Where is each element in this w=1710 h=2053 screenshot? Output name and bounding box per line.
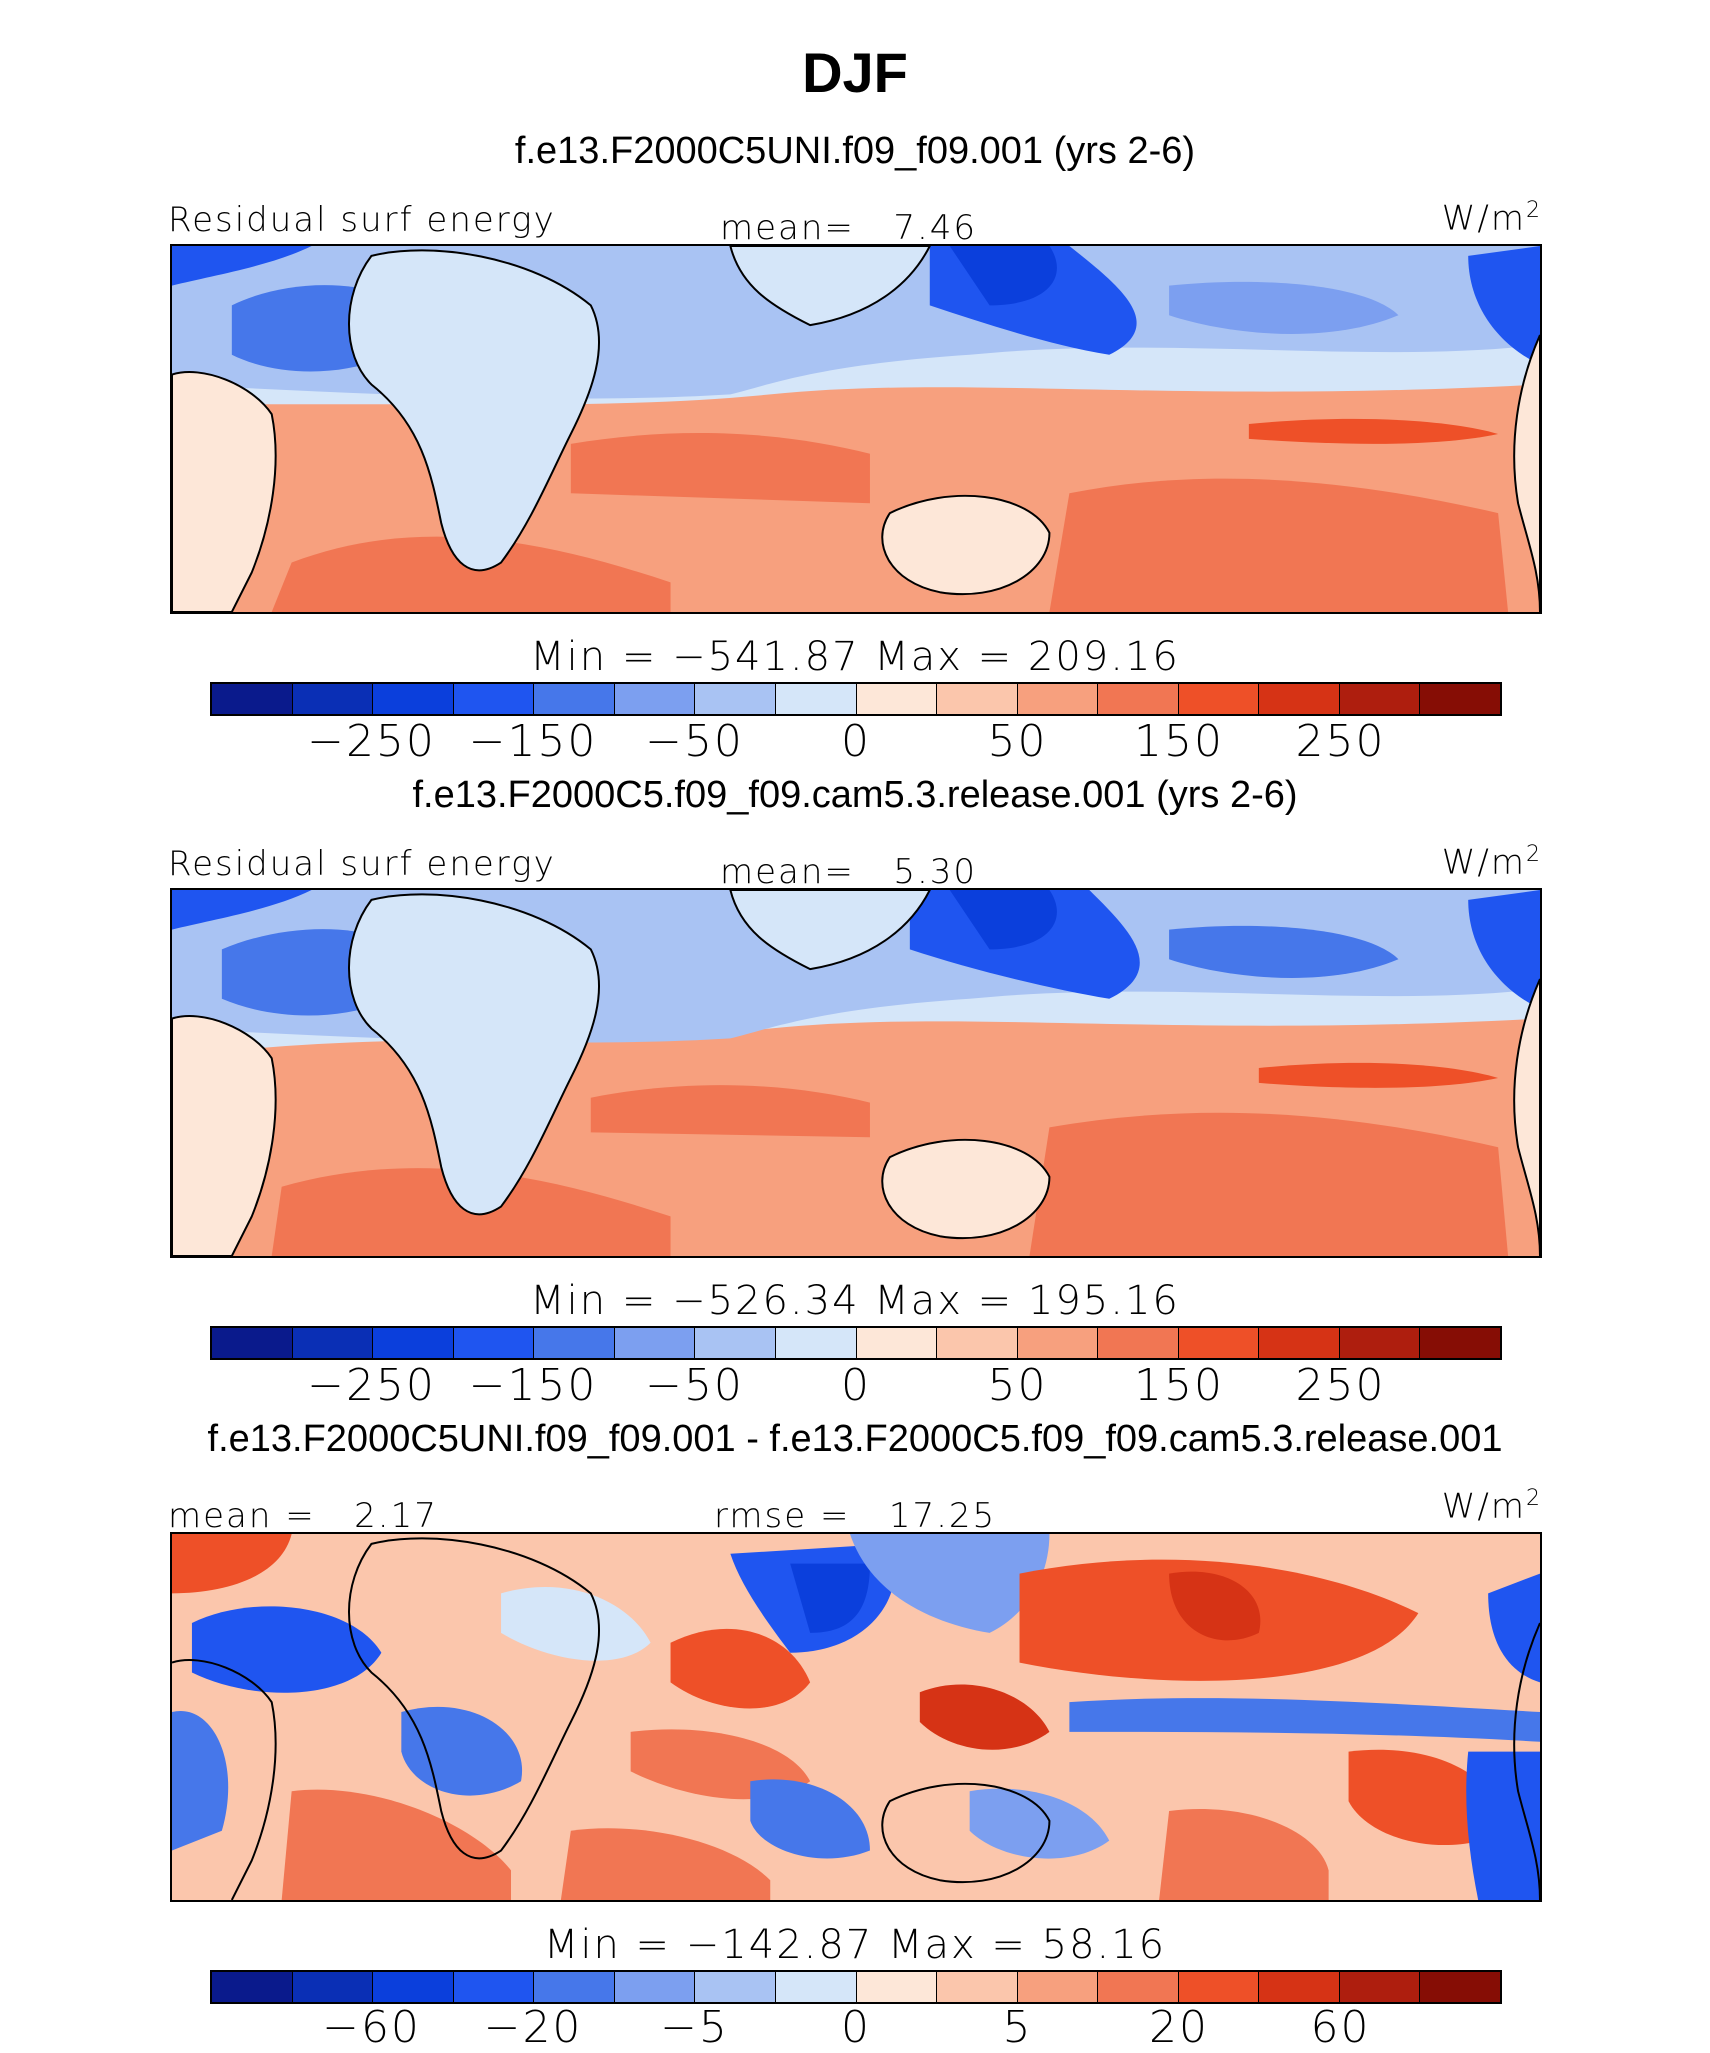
colorbar-tick-label: 0 (841, 2002, 871, 2053)
panel-3-units: W/m2 (1441, 1486, 1542, 1527)
colorbar-swatch (212, 1328, 293, 1358)
colorbar-tick-label: −50 (645, 1360, 744, 1411)
colorbar-tick-label: −50 (645, 716, 744, 767)
colorbar-swatch (453, 1328, 535, 1358)
colorbar-swatch (1098, 1972, 1179, 2002)
panel-3-map-field (172, 1534, 1540, 1900)
colorbar-tick-label: 150 (1134, 1360, 1224, 1411)
panel-2-mean-label: mean= 5.30 (720, 852, 978, 892)
panel-2-colorbar-labels: −250 −150 −50 0 50 150 250 (210, 1360, 1502, 1420)
colorbar-swatch (1339, 1328, 1421, 1358)
colorbar-tick-label: 250 (1295, 716, 1386, 767)
colorbar-tick-label: 250 (1295, 1360, 1386, 1411)
colorbar-tick-label: −250 (307, 716, 436, 767)
panel-2-units: W/m2 (1441, 842, 1542, 883)
colorbar-swatch (1259, 1328, 1340, 1358)
colorbar-tick-label: −60 (322, 2002, 421, 2053)
panel-3-rmse-label: rmse = 17.25 (714, 1496, 997, 1536)
panel-1-colorbar-labels: −250 −150 −50 0 50 150 250 (210, 716, 1502, 776)
panel-2-case-title: f.e13.F2000C5.f09_f09.cam5.3.release.001… (412, 774, 1298, 816)
colorbar-swatch (937, 684, 1018, 714)
colorbar-swatch (534, 1328, 615, 1358)
colorbar-swatch (856, 1972, 938, 2002)
colorbar-swatch (775, 1328, 857, 1358)
colorbar-swatch (937, 1328, 1018, 1358)
colorbar-swatch (856, 1328, 938, 1358)
colorbar-tick-label: −5 (660, 2002, 729, 2053)
colorbar-tick-label: 50 (987, 1360, 1048, 1411)
panel-1-minmax: Min = −541.87 Max = 209.16 (530, 634, 1180, 680)
panel-1-units: W/m2 (1441, 198, 1542, 239)
colorbar-swatch (1178, 684, 1260, 714)
panel-3-colorbar (210, 1970, 1502, 2004)
colorbar-swatch (1339, 684, 1421, 714)
panel-2-map-field (172, 890, 1540, 1256)
colorbar-swatch (695, 684, 776, 714)
colorbar-swatch (1017, 1972, 1099, 2002)
colorbar-swatch (1098, 1328, 1179, 1358)
colorbar-tick-label: −20 (483, 2002, 583, 2053)
panel-3-map (170, 1532, 1542, 1902)
colorbar-swatch (534, 1972, 615, 2002)
colorbar-swatch (614, 1972, 696, 2002)
panel-3-colorbar-labels: −60 −20 −5 0 5 20 60 (210, 2002, 1502, 2053)
colorbar-swatch (1017, 684, 1099, 714)
colorbar-tick-label: 50 (987, 716, 1048, 767)
panel-1-colorbar (210, 682, 1502, 716)
panel-2-map (170, 888, 1542, 1258)
colorbar-swatch (373, 1972, 454, 2002)
panel-2-minmax: Min = −526.34 Max = 195.16 (530, 1278, 1180, 1324)
panel-1-variable-label: Residual surf energy (168, 200, 556, 240)
colorbar-tick-label: 0 (841, 716, 871, 767)
colorbar-swatch (212, 1972, 293, 2002)
colorbar-swatch (614, 684, 696, 714)
colorbar-swatch (1339, 1972, 1421, 2002)
colorbar-swatch (695, 1972, 776, 2002)
colorbar-swatch (1178, 1972, 1260, 2002)
colorbar-swatch (1178, 1328, 1260, 1358)
colorbar-tick-label: −150 (468, 716, 598, 767)
colorbar-swatch (453, 1972, 535, 2002)
colorbar-swatch (373, 684, 454, 714)
colorbar-swatch (373, 1328, 454, 1358)
colorbar-tick-label: −150 (468, 1360, 598, 1411)
colorbar-swatch (534, 684, 615, 714)
panel-1-case-title: f.e13.F2000C5UNI.f09_f09.001 (yrs 2-6) (514, 130, 1196, 172)
colorbar-swatch (1098, 684, 1179, 714)
panel-3-mean-label: mean = 2.17 (168, 1496, 438, 1536)
colorbar-swatch (1420, 1328, 1500, 1358)
colorbar-swatch (453, 684, 535, 714)
colorbar-tick-label: 0 (841, 1360, 871, 1411)
colorbar-swatch (856, 684, 938, 714)
colorbar-swatch (292, 684, 374, 714)
colorbar-swatch (937, 1972, 1018, 2002)
colorbar-swatch (212, 684, 293, 714)
panel-1-map-field (172, 246, 1540, 612)
colorbar-tick-label: 5 (1002, 2002, 1033, 2053)
panel-3-minmax: Min = −142.87 Max = 58.16 (543, 1922, 1167, 1968)
colorbar-swatch (775, 1972, 857, 2002)
panel-2-colorbar (210, 1326, 1502, 1360)
colorbar-swatch (1259, 1972, 1340, 2002)
colorbar-swatch (1420, 684, 1500, 714)
colorbar-swatch (614, 1328, 696, 1358)
colorbar-swatch (775, 684, 857, 714)
panel-2-variable-label: Residual surf energy (168, 844, 556, 884)
colorbar-tick-label: 20 (1149, 2002, 1209, 2053)
colorbar-swatch (1259, 684, 1340, 714)
panel-1-map (170, 244, 1542, 614)
panel-1-mean-label: mean= 7.46 (720, 208, 978, 248)
colorbar-swatch (695, 1328, 776, 1358)
colorbar-tick-label: 150 (1134, 716, 1224, 767)
panel-3-case-title: f.e13.F2000C5UNI.f09_f09.001 - f.e13.F20… (207, 1418, 1503, 1460)
colorbar-swatch (1420, 1972, 1500, 2002)
colorbar-tick-label: 60 (1310, 2002, 1371, 2053)
colorbar-swatch (1017, 1328, 1099, 1358)
figure-title: DJF (802, 41, 908, 104)
colorbar-swatch (292, 1972, 374, 2002)
colorbar-swatch (292, 1328, 374, 1358)
colorbar-tick-label: −250 (307, 1360, 436, 1411)
